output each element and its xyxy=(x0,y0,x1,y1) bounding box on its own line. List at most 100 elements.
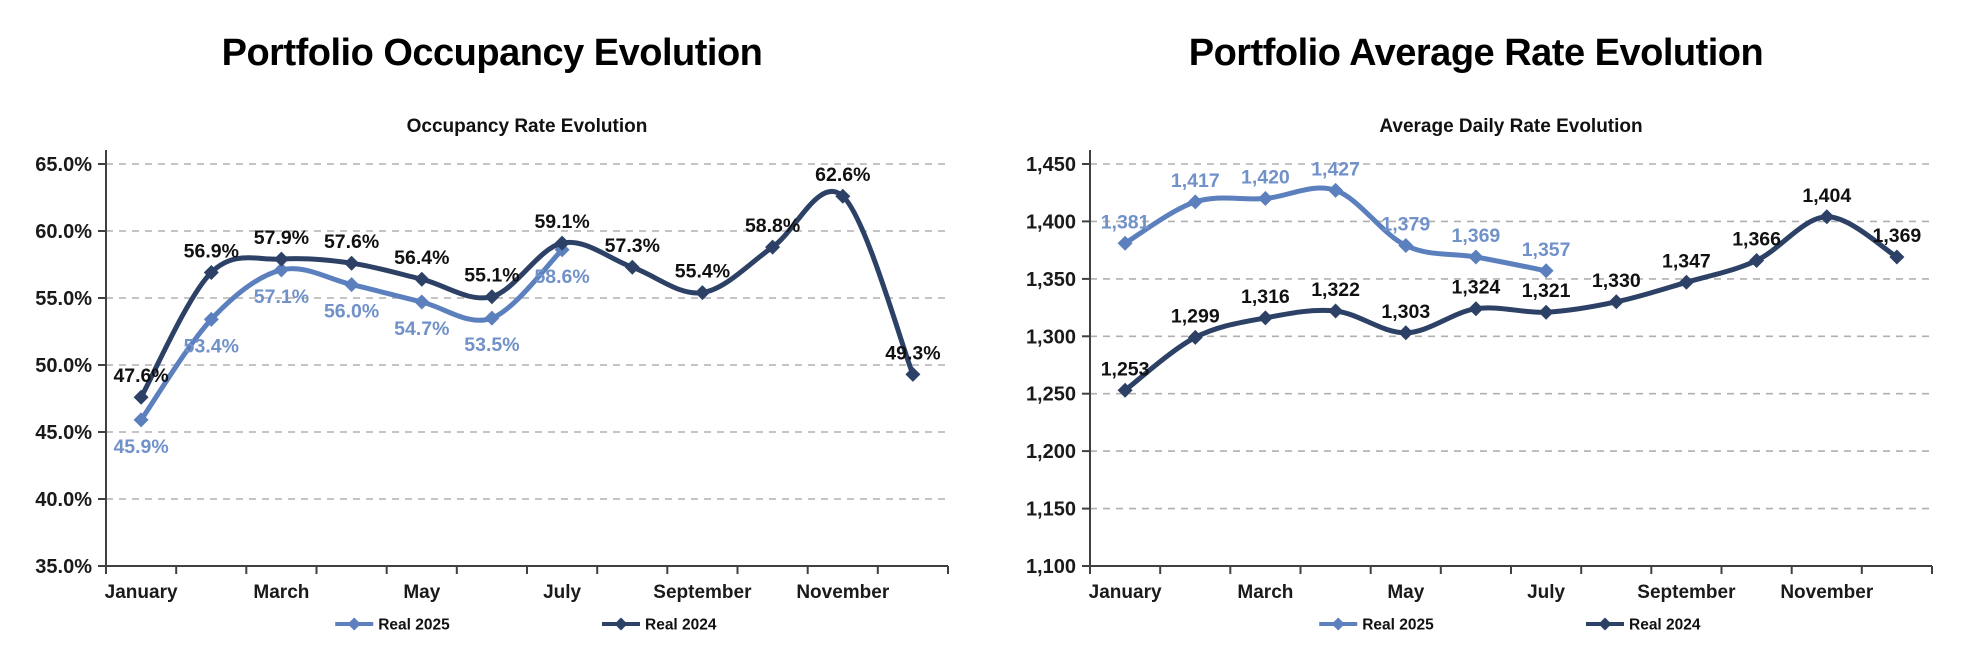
x-tick-label: January xyxy=(105,582,178,603)
series-line-real-2024 xyxy=(1122,214,1900,393)
chart-canvas: Average Daily Rate Evolution 1,100 1,150 1,… xyxy=(1026,116,1933,634)
y-tick-label: 1,250 xyxy=(1026,384,1076,406)
data-label: 1,324 xyxy=(1451,277,1500,299)
x-tick-label: July xyxy=(1527,582,1565,603)
data-label: 56.0% xyxy=(324,301,379,323)
data-point-marker xyxy=(1678,274,1694,290)
y-tick-label: 1,300 xyxy=(1026,326,1076,348)
average-rate-page-title: Portfolio Average Rate Evolution xyxy=(1188,31,1764,74)
data-label: 1,420 xyxy=(1241,167,1290,189)
data-label: 59.1% xyxy=(534,211,589,233)
data-point-marker xyxy=(484,310,500,326)
data-point-marker xyxy=(414,294,430,310)
data-label: 49.3% xyxy=(885,342,940,364)
data-label: 53.4% xyxy=(184,335,239,357)
data-label: 55.4% xyxy=(675,261,730,283)
legend-marker-diamond xyxy=(1598,617,1612,631)
data-label: 58.8% xyxy=(745,215,800,237)
data-label: 62.6% xyxy=(815,164,870,186)
data-point-marker xyxy=(1538,304,1554,320)
x-tick-label: November xyxy=(796,582,890,603)
data-label: 56.9% xyxy=(184,241,239,263)
data-label: 58.6% xyxy=(534,266,589,288)
y-tick-label: 65.0% xyxy=(35,154,92,176)
y-tick-label: 50.0% xyxy=(35,355,92,377)
y-tick-label: 1,350 xyxy=(1026,269,1076,291)
x-tick-label: November xyxy=(1780,582,1874,603)
data-label: 1,369 xyxy=(1451,225,1500,247)
data-label: 1,316 xyxy=(1241,286,1290,308)
data-point-marker xyxy=(1257,310,1273,326)
data-point-marker xyxy=(694,285,710,301)
x-tick-label: May xyxy=(403,582,440,603)
data-point-marker xyxy=(133,412,149,428)
data-point-marker xyxy=(1398,238,1414,253)
data-point-marker xyxy=(554,235,570,251)
data-label: 1,357 xyxy=(1522,239,1571,261)
data-label: 57.3% xyxy=(605,235,660,257)
average-daily-rate-chart: Average Daily Rate Evolution 1,100 1,150 1,… xyxy=(984,92,1968,650)
legend-item-real-2024: Real 2024 xyxy=(602,617,717,634)
data-point-marker xyxy=(1117,382,1133,398)
data-label: 54.7% xyxy=(394,318,449,340)
y-tick-label: 40.0% xyxy=(35,489,92,511)
x-tick-label: July xyxy=(543,582,581,603)
data-point-marker xyxy=(273,262,289,278)
data-point-marker xyxy=(1468,301,1484,317)
legend-label: Real 2025 xyxy=(378,617,450,634)
data-label: 55.1% xyxy=(464,265,519,287)
data-point-marker xyxy=(1819,209,1835,225)
data-label: 1,303 xyxy=(1381,301,1430,323)
data-label: 1,322 xyxy=(1311,279,1360,301)
legend-item-real-2025: Real 2025 xyxy=(335,617,450,634)
legend-marker-diamond xyxy=(347,617,361,631)
data-point-marker xyxy=(1749,253,1765,268)
data-point-marker xyxy=(344,277,360,293)
y-tick-label: 1,150 xyxy=(1026,499,1076,521)
data-point-marker xyxy=(1328,182,1344,198)
data-point-marker xyxy=(1257,191,1273,206)
data-point-marker xyxy=(1538,263,1554,279)
data-point-marker xyxy=(624,259,640,275)
y-tick-label: 55.0% xyxy=(35,288,92,310)
data-label: 45.9% xyxy=(113,436,168,458)
data-point-marker xyxy=(273,251,289,267)
data-label: 1,417 xyxy=(1171,170,1220,192)
data-point-marker xyxy=(203,265,219,280)
occupancy-page-title: Portfolio Occupancy Evolution xyxy=(221,31,763,74)
data-point-marker xyxy=(1889,249,1905,265)
y-tick-label: 1,100 xyxy=(1026,556,1076,578)
data-point-marker xyxy=(835,188,851,204)
data-point-marker xyxy=(344,255,360,271)
data-label: 1,253 xyxy=(1101,358,1150,380)
data-point-marker xyxy=(133,389,149,405)
x-tick-label: March xyxy=(1237,582,1293,603)
data-point-marker xyxy=(414,271,430,287)
data-label: 1,369 xyxy=(1872,225,1921,247)
data-point-marker xyxy=(1187,194,1203,210)
data-label: 1,330 xyxy=(1592,270,1641,292)
occupancy-panel: Portfolio Occupancy Evolution Occupancy … xyxy=(0,31,984,650)
data-point-marker xyxy=(1608,294,1624,310)
data-label: 56.4% xyxy=(394,247,449,269)
legend-item-real-2024: Real 2024 xyxy=(1586,617,1701,634)
legend-label: Real 2025 xyxy=(1362,617,1434,634)
data-label: 1,379 xyxy=(1381,214,1430,236)
data-point-marker xyxy=(765,239,781,255)
y-tick-label: 45.0% xyxy=(35,422,92,444)
legend-label: Real 2024 xyxy=(1629,617,1701,634)
data-label: 1,321 xyxy=(1522,280,1571,302)
legend-item-real-2025: Real 2025 xyxy=(1319,617,1434,634)
data-point-marker xyxy=(1468,249,1484,265)
data-label: 1,427 xyxy=(1311,158,1360,180)
occupancy-rate-chart: Occupancy Rate Evolution 35.0% 40.0% 45.0% 5… xyxy=(0,92,984,650)
legend-marker-diamond xyxy=(1331,617,1345,631)
legend-marker-diamond xyxy=(614,617,628,631)
y-tick-label: 1,200 xyxy=(1026,441,1076,463)
data-label: 1,381 xyxy=(1101,211,1150,233)
y-tick-label: 35.0% xyxy=(35,556,92,578)
data-point-marker xyxy=(1328,303,1344,319)
x-tick-label: September xyxy=(653,582,752,603)
data-label: 47.6% xyxy=(113,365,168,387)
data-point-marker xyxy=(484,289,500,305)
